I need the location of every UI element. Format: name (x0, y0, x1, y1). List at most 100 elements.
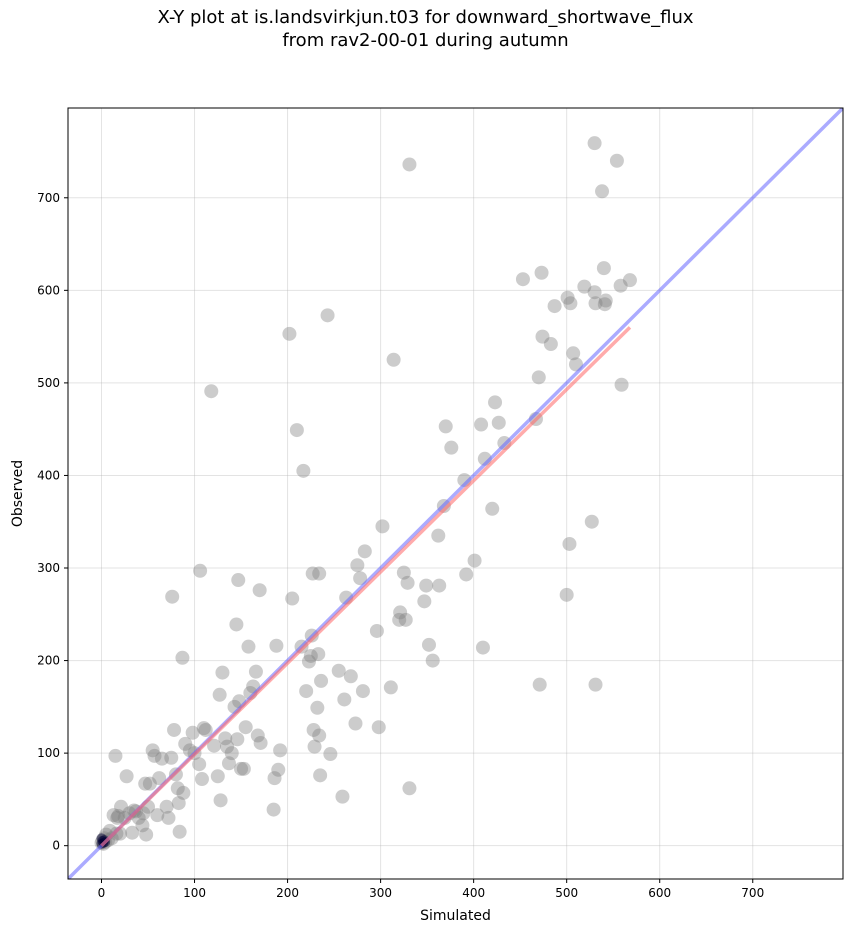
data-point (559, 587, 574, 602)
y-tick-label: 100 (37, 746, 60, 760)
data-point (596, 261, 611, 276)
data-point (248, 664, 263, 679)
data-point (299, 684, 314, 699)
data-point (375, 519, 390, 534)
data-point (584, 514, 599, 529)
data-point (398, 612, 413, 627)
data-point (402, 781, 417, 796)
data-point (331, 663, 346, 678)
plot-frame (67, 107, 844, 880)
data-point (392, 612, 407, 627)
data-point (142, 776, 157, 791)
data-point (165, 589, 180, 604)
data-point (577, 279, 592, 294)
data-point (355, 684, 370, 699)
data-point (535, 329, 550, 344)
data-point (320, 308, 335, 323)
data-point (215, 665, 230, 680)
data-point (563, 296, 578, 311)
data-point (238, 720, 253, 735)
data-point (396, 565, 411, 580)
chart-title-block: X-Y plot at is.landsvirkjun.t03 for down… (0, 6, 851, 52)
data-point (152, 771, 167, 786)
data-point (348, 716, 363, 731)
data-point (110, 810, 125, 825)
data-point (485, 501, 500, 516)
data-point (400, 575, 415, 590)
data-point (587, 136, 602, 151)
y-tick-label: 300 (37, 561, 60, 575)
fit-lines (68, 108, 843, 879)
data-point (196, 721, 211, 736)
data-point (566, 346, 581, 361)
y-tick-label: 400 (37, 468, 60, 482)
data-point (106, 808, 121, 823)
data-point (198, 722, 213, 737)
scatter-points (94, 136, 637, 851)
data-point (444, 440, 459, 455)
data-point (267, 771, 282, 786)
chart-title: X-Y plot at is.landsvirkjun.t03 for down… (157, 7, 694, 28)
data-point (296, 463, 311, 478)
data-point (314, 673, 329, 688)
x-tick-label: 300 (369, 886, 392, 900)
data-point (383, 680, 398, 695)
x-tick-label: 600 (648, 886, 671, 900)
data-point (271, 762, 286, 777)
data-point (213, 793, 228, 808)
data-point (234, 761, 249, 776)
data-point (534, 265, 549, 280)
data-point (282, 326, 297, 341)
data-point (285, 591, 300, 606)
data-point (138, 776, 153, 791)
data-point (231, 573, 246, 588)
data-point (357, 544, 372, 559)
data-point (306, 722, 321, 737)
data-point (305, 566, 320, 581)
data-point (273, 743, 288, 758)
data-point (150, 808, 165, 823)
data-point (491, 415, 506, 430)
data-point (312, 566, 327, 581)
data-point (587, 285, 602, 300)
data-point (241, 639, 256, 654)
y-tick-label: 600 (37, 283, 60, 297)
data-point (193, 563, 208, 578)
data-point (323, 747, 338, 762)
data-point (475, 640, 490, 655)
x-tick-label: 100 (183, 886, 206, 900)
data-point (353, 571, 368, 586)
data-point (269, 638, 284, 653)
regression-line (100, 326, 632, 847)
data-point (212, 687, 227, 702)
data-point (432, 578, 447, 593)
data-point (532, 677, 547, 692)
data-point (109, 826, 124, 841)
data-point (252, 583, 267, 598)
data-point (289, 423, 304, 438)
data-point (547, 299, 562, 314)
data-point (622, 273, 637, 288)
data-point (425, 653, 440, 668)
x-tick-label: 400 (462, 886, 485, 900)
y-tick-label: 0 (52, 839, 60, 853)
data-point (125, 825, 140, 840)
data-point (147, 748, 162, 763)
data-point (178, 736, 193, 751)
y-tick-label: 500 (37, 376, 60, 390)
data-point (335, 789, 350, 804)
data-point (371, 720, 386, 735)
data-point (543, 337, 558, 352)
data-point (111, 809, 126, 824)
data-point (94, 835, 109, 850)
data-point (614, 377, 629, 392)
data-point (194, 772, 209, 787)
data-point (417, 594, 432, 609)
data-point (210, 769, 225, 784)
data-point (175, 650, 190, 665)
data-point (588, 677, 603, 692)
data-point (108, 748, 123, 763)
axis-ticks: 0 100 200 300 400 500 600 700 0 100 200 300 400 500 60… (37, 191, 764, 900)
data-point (218, 731, 233, 746)
